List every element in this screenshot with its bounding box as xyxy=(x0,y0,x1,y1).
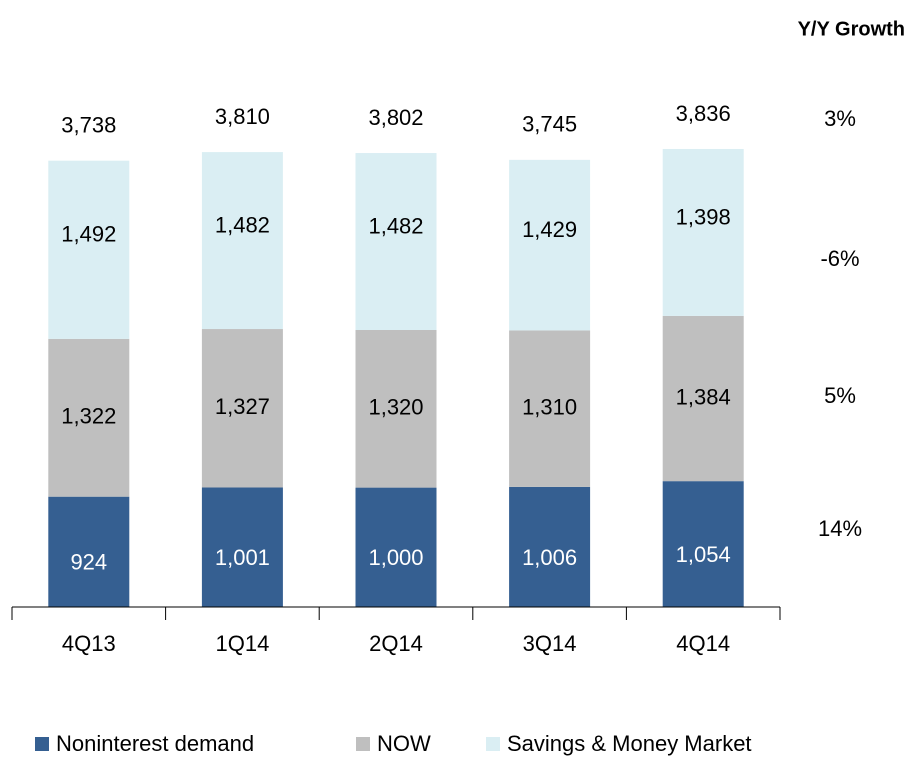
x-tick-label: 3Q14 xyxy=(523,631,577,656)
data-label: 1,398 xyxy=(676,204,731,229)
legend-swatch xyxy=(356,737,370,751)
growth-label: 14% xyxy=(818,516,862,541)
data-label: 1,006 xyxy=(522,545,577,570)
growth-title: Y/Y Growth xyxy=(798,18,905,40)
data-label: 1,001 xyxy=(215,545,270,570)
bar-segment xyxy=(48,160,130,339)
bar-segment xyxy=(201,487,283,607)
data-label: 1,320 xyxy=(368,395,423,420)
bar-segment xyxy=(48,338,130,497)
bar-segment xyxy=(201,329,283,488)
total-label: 3,810 xyxy=(215,104,270,129)
data-label: 1,482 xyxy=(215,212,270,237)
data-label: 1,310 xyxy=(522,394,577,419)
bar-segment xyxy=(355,487,437,607)
data-label: 924 xyxy=(70,550,107,575)
x-tick-label: 1Q14 xyxy=(215,631,269,656)
bar-segment xyxy=(201,152,283,330)
bar-segment xyxy=(509,330,591,487)
data-label: 1,492 xyxy=(61,222,116,247)
growth-label: 5% xyxy=(824,383,856,408)
bar-segment xyxy=(355,329,437,488)
data-label: 1,000 xyxy=(368,545,423,570)
legend-swatch xyxy=(35,737,49,751)
growth-label: -6% xyxy=(820,246,859,271)
legend-swatch xyxy=(486,737,500,751)
bar-segment xyxy=(509,159,591,331)
total-label: 3,836 xyxy=(676,101,731,126)
x-tick-label: 4Q13 xyxy=(62,631,116,656)
x-tick-label: 4Q14 xyxy=(676,631,730,656)
growth-label: 3% xyxy=(824,106,856,131)
legend-label: NOW xyxy=(377,731,431,756)
bar-segment xyxy=(355,153,437,330)
total-label: 3,745 xyxy=(522,112,577,137)
bar-segment xyxy=(48,496,130,607)
bar-segment xyxy=(509,486,591,607)
bar-segment xyxy=(662,315,744,482)
data-label: 1,054 xyxy=(676,542,731,567)
total-label: 3,802 xyxy=(368,105,423,130)
bar-segment xyxy=(662,148,744,316)
data-label: 1,384 xyxy=(676,384,731,409)
data-label: 1,429 xyxy=(522,217,577,242)
data-label: 1,482 xyxy=(368,213,423,238)
legend-label: Savings & Money Market xyxy=(507,731,752,756)
bar-segment xyxy=(662,481,744,607)
data-label: 1,327 xyxy=(215,394,270,419)
x-tick-label: 2Q14 xyxy=(369,631,423,656)
legend-label: Noninterest demand xyxy=(56,731,254,756)
data-label: 1,322 xyxy=(61,404,116,429)
total-label: 3,738 xyxy=(61,112,116,137)
